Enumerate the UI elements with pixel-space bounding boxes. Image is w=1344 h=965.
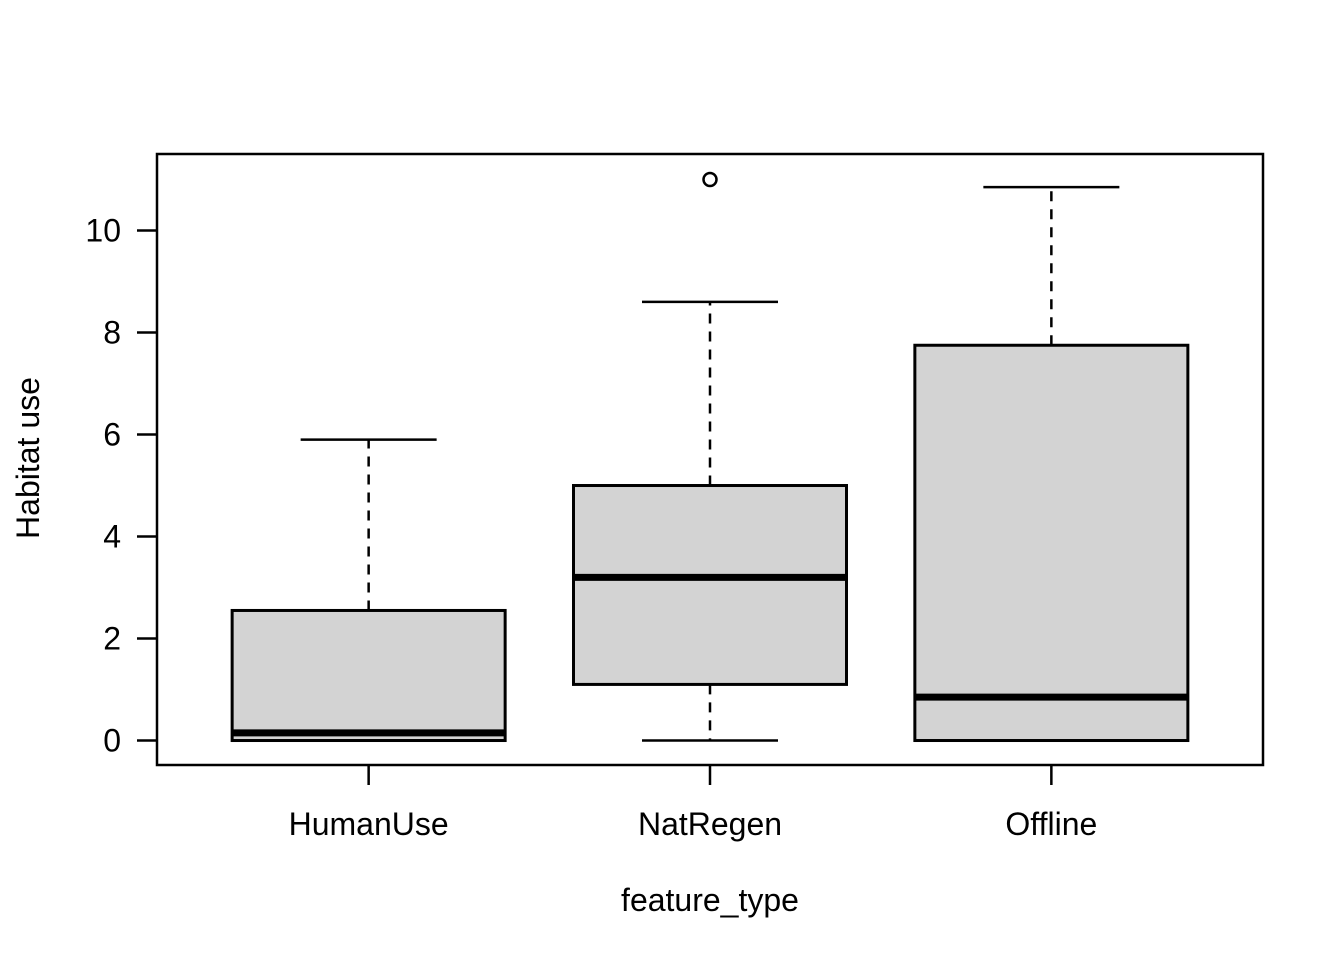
y-tick-label: 4 xyxy=(103,519,121,555)
iqr-box xyxy=(572,484,848,686)
y-tick-label: 0 xyxy=(103,723,121,759)
x-category-label: Offline xyxy=(1005,806,1097,842)
y-tick-label: 2 xyxy=(103,621,121,657)
y-tick-label: 8 xyxy=(103,315,121,351)
x-axis-title: feature_type xyxy=(621,882,799,918)
plot-area: 0 2 4 6 8 10 HumanUse NatRegen Offline xyxy=(85,152,1265,842)
box-group-humanuse: HumanUse xyxy=(230,438,507,842)
box-group-natregen: NatRegen xyxy=(572,171,848,842)
outlier-point xyxy=(702,171,718,188)
iqr-box xyxy=(230,608,507,743)
y-axis-title: Habitat use xyxy=(10,377,46,539)
y-tick-label: 6 xyxy=(103,417,121,453)
iqr-box xyxy=(913,343,1190,743)
x-category-label: HumanUse xyxy=(289,806,449,842)
box-group-offline: Offline xyxy=(913,185,1190,842)
x-category-label: NatRegen xyxy=(638,806,782,842)
y-tick-label: 10 xyxy=(85,213,121,249)
